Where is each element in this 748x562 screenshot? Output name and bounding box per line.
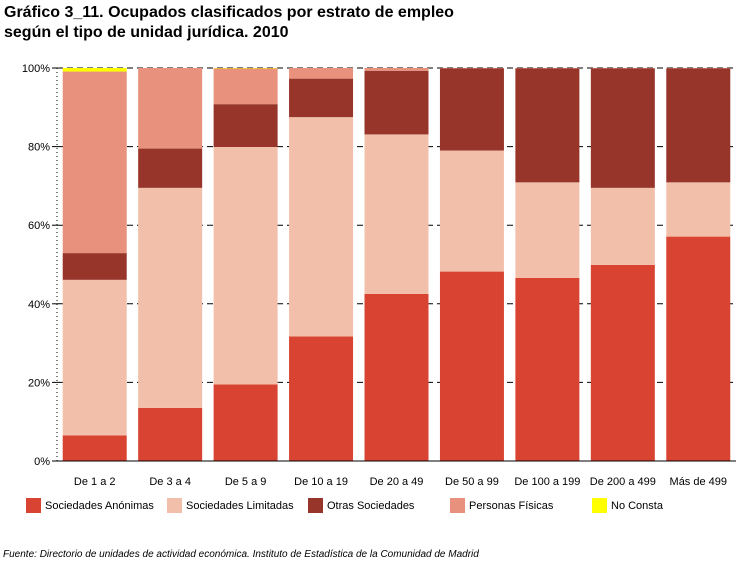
legend-swatch <box>450 498 465 513</box>
bar-segment <box>364 70 429 135</box>
bar-segment <box>666 236 731 461</box>
chart-legend: Sociedades Anónimas Sociedades Limitadas O… <box>0 498 748 522</box>
x-tick-label: De 20 a 49 <box>370 476 424 488</box>
bar-segment <box>62 435 127 461</box>
bar-segment <box>289 78 354 118</box>
y-tick-label: 80% <box>28 142 50 154</box>
bar-segment <box>590 187 655 265</box>
x-tick-label: Más de 499 <box>670 476 727 488</box>
bar-segment <box>364 134 429 294</box>
legend-swatch <box>26 498 41 513</box>
legend-item: No Consta <box>592 498 663 513</box>
bar-segment <box>590 68 655 188</box>
bar-segment <box>515 68 580 183</box>
bar-segment <box>62 253 127 280</box>
chart-title-line-1: Gráfico 3_11. Ocupados clasificados por … <box>4 4 454 21</box>
y-tick-label: 100% <box>22 63 50 75</box>
y-tick-label: 60% <box>28 220 50 232</box>
x-tick-label: De 5 a 9 <box>225 476 267 488</box>
bar-segment <box>138 407 203 461</box>
bar-segment <box>364 293 429 461</box>
x-tick-label: De 200 a 499 <box>590 476 656 488</box>
bar-segment <box>439 271 504 461</box>
bar-segment <box>138 148 203 188</box>
bar-segment <box>62 71 127 254</box>
x-tick-label: De 1 a 2 <box>74 476 116 488</box>
legend-item: Personas Físicas <box>450 498 553 513</box>
x-tick-label: De 100 a 199 <box>514 476 580 488</box>
bar-segment <box>666 182 731 237</box>
bar-segment <box>138 187 203 408</box>
bar-segment <box>439 150 504 272</box>
bar-segment <box>289 117 354 337</box>
bar-segment <box>289 68 354 79</box>
bar-segment <box>364 68 429 71</box>
y-tick-label: 40% <box>28 299 50 311</box>
bar-segment <box>213 146 278 385</box>
legend-label: Otras Sociedades <box>327 499 415 512</box>
y-tick-label: 0% <box>34 456 50 468</box>
bar-segment <box>666 68 731 183</box>
legend-item: Sociedades Anónimas <box>26 498 154 513</box>
legend-swatch <box>308 498 323 513</box>
bar-segment <box>213 68 278 105</box>
x-tick-label: De 50 a 99 <box>445 476 499 488</box>
bar-segment <box>590 264 655 461</box>
chart-title: Gráfico 3_11. Ocupados clasificados por … <box>4 3 454 43</box>
bar-segment <box>439 68 504 151</box>
chart-title-line-2: según el tipo de unidad jurídica. 2010 <box>4 24 289 41</box>
legend-item: Sociedades Limitadas <box>167 498 294 513</box>
source-note: Fuente: Directorio de unidades de activi… <box>3 549 479 560</box>
bar-segment <box>138 68 203 149</box>
legend-label: Sociedades Anónimas <box>45 499 154 512</box>
bar-segment <box>213 104 278 147</box>
x-tick-label: De 3 a 4 <box>149 476 191 488</box>
bar-segment <box>213 384 278 461</box>
x-tick-label: De 10 a 19 <box>294 476 348 488</box>
legend-item: Otras Sociedades <box>308 498 414 513</box>
stacked-bar-chart: 0% 20% 40% 60% 80% 100% De 1 a 2 De 3 a 4 De 5 a… <box>22 63 736 488</box>
bar-segment <box>62 68 127 72</box>
y-tick-label: 20% <box>28 377 50 389</box>
legend-label: No Consta <box>611 499 663 512</box>
legend-label: Sociedades Limitadas <box>186 499 294 512</box>
legend-swatch <box>167 498 182 513</box>
bar-segment <box>515 277 580 461</box>
bar-segment <box>62 279 127 436</box>
bar-segment <box>289 336 354 461</box>
legend-swatch <box>592 498 607 513</box>
legend-label: Personas Físicas <box>469 499 554 512</box>
bar-segment <box>515 182 580 278</box>
